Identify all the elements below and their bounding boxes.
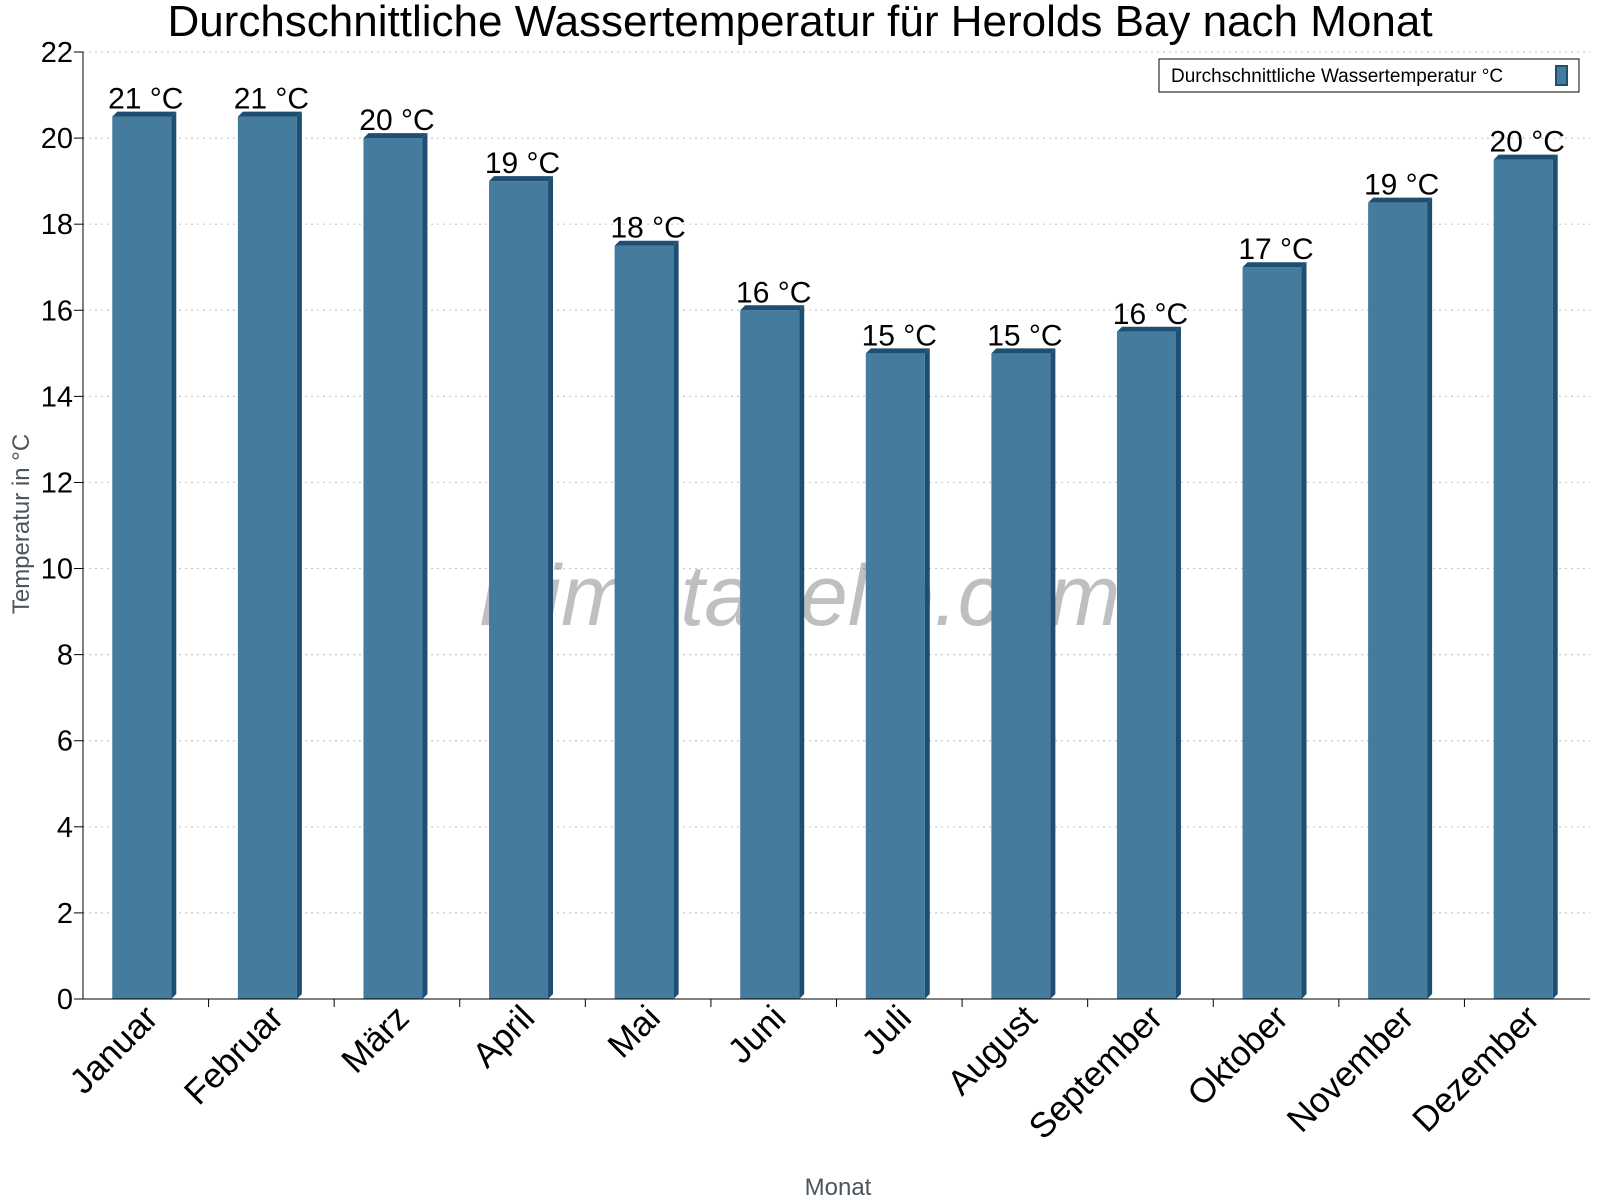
bar-top (1116, 326, 1181, 332)
data-label: 15 °C (987, 319, 1062, 352)
bar (740, 310, 800, 1000)
data-label: 18 °C (610, 212, 685, 245)
bar-november (1368, 197, 1433, 1000)
legend: Durchschnittliche Wassertemperatur °C (1158, 58, 1580, 93)
bar-april (489, 176, 554, 1000)
data-label: 16 °C (1113, 298, 1188, 331)
bar-side (1552, 154, 1558, 999)
x-tick-label: Januar (62, 998, 165, 1101)
bar-august (991, 348, 1056, 999)
bar-top (740, 305, 805, 311)
bar (1368, 202, 1428, 1000)
legend-box (1158, 58, 1580, 93)
bar-top (489, 176, 554, 182)
x-tick-label: August (940, 998, 1045, 1103)
bar (614, 245, 674, 1000)
bar-side (1175, 326, 1181, 1000)
legend-label: Durchschnittliche Wassertemperatur °C (1171, 66, 1503, 87)
bar-top (865, 348, 930, 354)
bar-top (363, 133, 428, 139)
x-tick-label: Dezember (1405, 998, 1547, 1140)
bar-dezember (1493, 154, 1558, 999)
x-tick-label: November (1280, 998, 1422, 1140)
grid-lines (83, 51, 1590, 914)
bar-side (799, 305, 805, 1000)
bar-top (112, 111, 177, 117)
bar (1493, 159, 1553, 999)
data-label: 20 °C (1490, 126, 1565, 159)
y-tick-label: 22 (41, 37, 73, 69)
data-label: 19 °C (1364, 169, 1439, 202)
x-tick-label: September (1021, 998, 1170, 1147)
bar-side (548, 176, 554, 1000)
data-label: 21 °C (108, 83, 183, 116)
legend-swatch (1555, 65, 1568, 86)
y-tick-label: 14 (41, 381, 73, 413)
x-axis-title: Monat (805, 1174, 872, 1200)
bar-top (614, 240, 679, 246)
bar-oktober (1242, 262, 1307, 999)
bar (489, 181, 549, 1000)
data-label: 16 °C (736, 276, 811, 309)
bar (112, 116, 172, 1000)
bar-side (673, 240, 679, 1000)
y-tick-label: 20 (41, 123, 73, 155)
bar-top (1493, 154, 1558, 160)
bar-top (1242, 262, 1307, 268)
x-tick-label: Februar (177, 998, 291, 1112)
bar-side (1427, 197, 1433, 1000)
bar (1116, 331, 1176, 1000)
bar-side (1301, 262, 1307, 999)
data-label: 19 °C (485, 147, 560, 180)
data-label: 15 °C (862, 319, 937, 352)
bar-januar (112, 111, 177, 1000)
y-tick-label: 2 (57, 898, 73, 930)
bar-side (1050, 348, 1056, 999)
bar-side (296, 111, 302, 1000)
bar-september (1116, 326, 1181, 1000)
x-axis-ticks: Januar Februar März April Mai Juni Juli AugustS… (62, 998, 1547, 1147)
x-tick-label: April (465, 998, 542, 1075)
y-tick-label: 4 (57, 812, 73, 844)
bar (363, 138, 423, 999)
bar-märz (363, 133, 428, 999)
y-tick-label: 16 (41, 295, 73, 327)
bar-top (1368, 197, 1433, 203)
y-tick-label: 0 (57, 984, 73, 1016)
bar-series: 21 °C 21 °C 20 °C 19 °C 18 °C 16 °C 15 °C 15 °C… (108, 83, 1565, 1000)
bar (991, 353, 1051, 999)
data-label: 17 °C (1238, 233, 1313, 266)
bar (1242, 267, 1302, 999)
bar-februar (237, 111, 302, 1000)
y-tick-label: 18 (41, 209, 73, 241)
y-axis-title: Temperatur in °C (8, 434, 35, 614)
bar-side (924, 348, 930, 999)
data-label: 21 °C (234, 83, 309, 116)
bar (865, 353, 925, 999)
bar-top (237, 111, 302, 117)
x-tick-label: Juni (720, 998, 793, 1071)
x-tick-label: Oktober (1180, 998, 1296, 1114)
y-axis-ticks: 0 2 4 6 8 10 12 14 16 18 20 22 (41, 37, 83, 1016)
y-tick-label: 6 (57, 726, 73, 758)
x-tick-label: Juli (854, 998, 919, 1063)
y-tick-label: 12 (41, 467, 73, 499)
bar-juli (865, 348, 930, 999)
bar-side (422, 133, 428, 999)
bar-side (171, 111, 177, 1000)
bar-juni (740, 305, 805, 1000)
bar-mai (614, 240, 679, 1000)
x-tick-label: März (334, 998, 417, 1081)
bar-top (991, 348, 1056, 354)
chart-title: Durchschnittliche Wassertemperatur für H… (167, 0, 1432, 46)
y-tick-label: 10 (41, 554, 73, 586)
bar (237, 116, 297, 1000)
x-tick-label: Mai (600, 998, 667, 1065)
y-tick-label: 8 (57, 640, 73, 672)
data-label: 20 °C (359, 104, 434, 137)
